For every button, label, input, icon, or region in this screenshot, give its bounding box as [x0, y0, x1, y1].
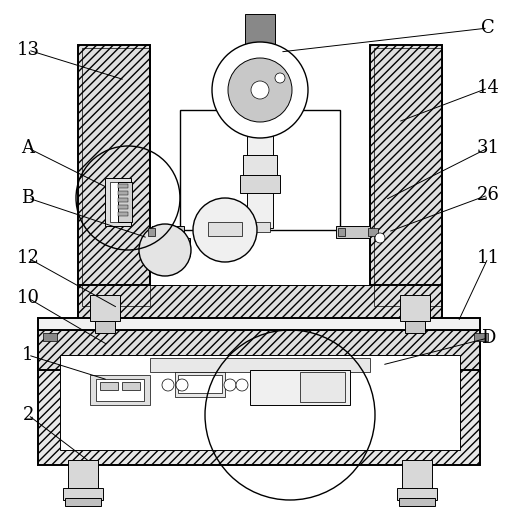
- Bar: [150, 358, 370, 372]
- Bar: [152, 226, 184, 238]
- Bar: [78, 45, 150, 305]
- Circle shape: [224, 379, 236, 391]
- Circle shape: [176, 379, 188, 391]
- Bar: [60, 355, 460, 450]
- Circle shape: [275, 73, 285, 83]
- Text: 10: 10: [17, 289, 39, 307]
- Text: D: D: [481, 329, 495, 347]
- Bar: [148, 228, 155, 236]
- Bar: [90, 295, 120, 321]
- Bar: [405, 321, 425, 333]
- Bar: [338, 228, 345, 236]
- Bar: [63, 488, 103, 500]
- Bar: [368, 228, 378, 236]
- Circle shape: [251, 81, 269, 99]
- Bar: [250, 222, 270, 232]
- Bar: [247, 133, 273, 228]
- Bar: [38, 335, 480, 465]
- Bar: [399, 498, 435, 506]
- Bar: [122, 382, 140, 390]
- Text: 12: 12: [17, 249, 39, 267]
- Bar: [142, 238, 190, 256]
- Bar: [397, 488, 437, 500]
- Bar: [150, 45, 370, 285]
- Bar: [118, 191, 128, 195]
- Bar: [243, 47, 277, 55]
- Bar: [474, 333, 488, 341]
- Bar: [240, 175, 280, 193]
- Text: 14: 14: [477, 79, 499, 97]
- Bar: [78, 285, 442, 320]
- Bar: [100, 382, 118, 390]
- Bar: [96, 379, 144, 401]
- Circle shape: [162, 379, 174, 391]
- Text: C: C: [481, 19, 495, 37]
- Bar: [370, 45, 442, 305]
- Bar: [105, 178, 131, 226]
- Bar: [95, 321, 115, 333]
- Bar: [374, 48, 442, 306]
- Bar: [402, 460, 432, 490]
- Bar: [400, 295, 430, 321]
- Circle shape: [193, 198, 257, 262]
- Text: 31: 31: [477, 139, 499, 157]
- Text: 13: 13: [17, 41, 39, 59]
- Bar: [118, 212, 128, 216]
- Text: 2: 2: [22, 406, 34, 424]
- Bar: [245, 14, 275, 49]
- Circle shape: [212, 42, 308, 138]
- Bar: [243, 155, 277, 179]
- Circle shape: [228, 58, 292, 122]
- Circle shape: [236, 379, 248, 391]
- Bar: [175, 372, 225, 397]
- Bar: [118, 198, 128, 202]
- Bar: [208, 222, 242, 236]
- Text: 26: 26: [477, 186, 499, 204]
- Bar: [180, 110, 340, 230]
- Bar: [110, 182, 126, 222]
- Bar: [90, 375, 150, 405]
- Bar: [43, 333, 57, 341]
- Bar: [38, 318, 480, 330]
- Bar: [300, 372, 345, 402]
- Bar: [118, 184, 128, 188]
- Circle shape: [139, 224, 191, 276]
- Bar: [250, 370, 350, 405]
- Text: 1: 1: [22, 346, 34, 364]
- Text: 11: 11: [477, 249, 499, 267]
- Bar: [118, 182, 132, 222]
- Bar: [118, 205, 128, 209]
- Circle shape: [375, 233, 385, 243]
- Bar: [38, 330, 480, 370]
- Text: A: A: [22, 139, 35, 157]
- Bar: [336, 226, 370, 238]
- Bar: [178, 375, 222, 393]
- Bar: [65, 498, 101, 506]
- Text: B: B: [21, 189, 35, 207]
- Bar: [68, 460, 98, 490]
- Bar: [82, 48, 150, 306]
